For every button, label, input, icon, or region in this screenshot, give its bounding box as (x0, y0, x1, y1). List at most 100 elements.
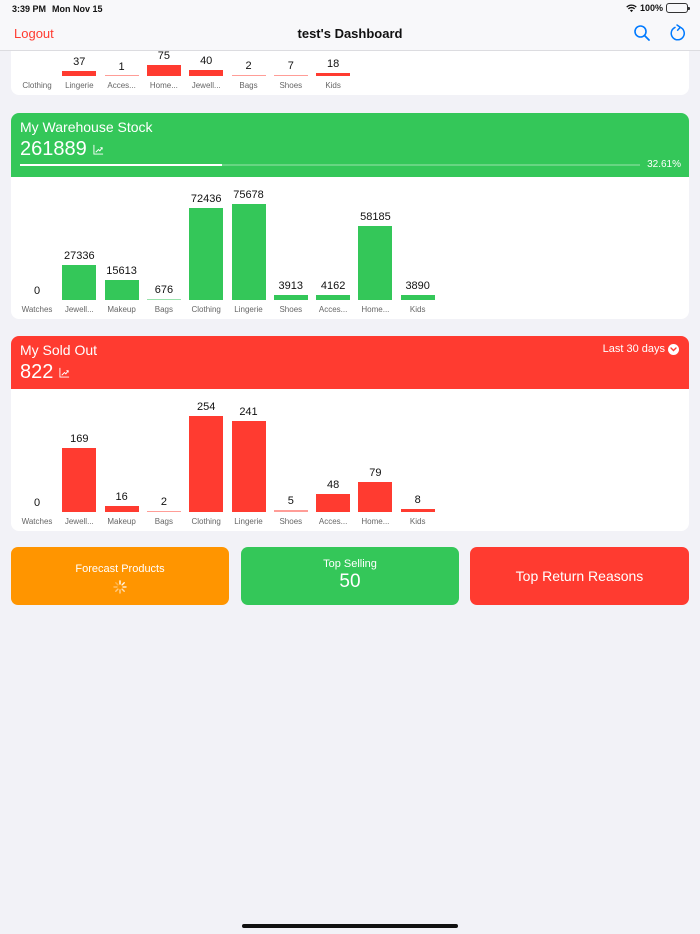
bar (273, 510, 308, 512)
chart-column: 5 Shoes (270, 389, 312, 531)
bar (189, 70, 224, 76)
bar-value: 0 (33, 497, 41, 509)
bar-label: Kids (325, 81, 341, 90)
bar (231, 75, 266, 76)
chart-column: 37 Lingerie (58, 30, 100, 95)
trend-chart-icon (93, 144, 103, 155)
bar-value: 241 (239, 405, 258, 418)
sold-out-title: My Sold Out (20, 342, 98, 358)
chart-column: 27336 Jewell... (58, 177, 100, 319)
bar-label: Shoes (279, 305, 303, 314)
bar (104, 505, 139, 512)
chart-column: 18 Kids (312, 30, 354, 95)
bar-value: 27336 (64, 250, 95, 263)
bar-value: 79 (369, 467, 382, 480)
bar-value: 2 (160, 496, 167, 509)
refresh-icon[interactable] (669, 24, 687, 42)
bar-label: Bags (154, 517, 173, 526)
bar-value: 3913 (278, 280, 304, 293)
bar-value: 8 (414, 493, 421, 506)
bar-label: Makeup (107, 517, 136, 526)
battery-percent: 100% (639, 3, 663, 13)
bar (104, 280, 139, 300)
bar-value: 1 (118, 61, 125, 73)
bar-value: 75678 (233, 189, 264, 201)
top-selling-label: Top Selling (323, 558, 377, 570)
battery-icon (666, 3, 690, 13)
bar (316, 294, 351, 300)
bar-value: 58185 (360, 211, 391, 224)
warehouse-total: 261889 (20, 138, 104, 161)
warehouse-stock-card[interactable]: My Warehouse Stock 261889 32.61% 0 Watche… (11, 113, 689, 319)
bar-label: Shoes (279, 81, 303, 90)
bar (146, 299, 181, 300)
bar (358, 482, 393, 512)
warehouse-progress-percent: 32.61% (647, 159, 681, 170)
search-icon[interactable] (633, 24, 651, 42)
trend-chart-icon (59, 367, 70, 378)
bar-label: Shoes (279, 517, 303, 526)
bar-value: 3890 (405, 280, 430, 293)
warehouse-bar-chart: 0 Watches 27336 Jewell... 15613 Makeup 676 Bags… (11, 177, 451, 319)
period-dropdown[interactable]: Last 30 days (603, 343, 679, 355)
warehouse-header: My Warehouse Stock 261889 32.61% (11, 113, 689, 177)
chart-column: 75 Home... (143, 30, 185, 95)
bar-label: Acces... (107, 81, 136, 90)
top-return-reasons-button[interactable]: Top Return Reasons (470, 547, 689, 605)
bar-value: 16 (115, 490, 128, 503)
chart-column: 48 Acces... (312, 389, 354, 531)
top-bar-chart: Clothing 37 Lingerie 1 Acces... 75 Home... 40 Je… (11, 30, 451, 95)
chart-column: 241 Lingerie (228, 389, 270, 531)
bar-value: 72436 (190, 193, 222, 206)
bar-label: Jewell... (64, 305, 94, 314)
chart-column: 4162 Acces... (312, 177, 354, 319)
bar (273, 75, 308, 76)
chart-column: 3890 Kids (397, 177, 439, 319)
bar (62, 265, 97, 300)
bar (62, 71, 97, 76)
bar-label: Kids (409, 517, 426, 526)
forecast-products-button[interactable]: Forecast Products (11, 547, 229, 605)
chart-column: 676 Bags (143, 177, 185, 319)
bar-value: 75 (157, 50, 171, 62)
sold-out-total-value: 822 (20, 361, 54, 383)
bar-value: 0 (33, 285, 41, 297)
chart-column: 0 Watches (16, 177, 58, 319)
bar (146, 65, 181, 76)
bar-label: Lingerie (234, 305, 263, 314)
bar (231, 204, 266, 300)
home-indicator (242, 924, 458, 928)
sold-out-card[interactable]: My Sold Out 822 Last 30 days 0 Watches 169… (11, 336, 689, 531)
chart-column: 169 Jewell... (58, 389, 100, 531)
bar-value: 37 (73, 56, 86, 68)
bar (358, 226, 393, 300)
bar-label: Jewell... (191, 81, 221, 90)
chart-column: 3913 Shoes (270, 177, 312, 319)
bar (316, 73, 351, 76)
bar-label: Makeup (107, 305, 136, 314)
bar-value: 2 (245, 60, 252, 72)
top-selling-button[interactable]: Top Selling 50 (241, 547, 459, 605)
chart-column: 1 Acces... (101, 30, 143, 95)
status-right: 100% (626, 3, 690, 13)
chart-column: 79 Home... (354, 389, 396, 531)
bar-label: Clothing (191, 517, 221, 526)
top-return-label: Top Return Reasons (515, 568, 644, 584)
chart-column: 7 Shoes (270, 30, 312, 95)
bar-value: 48 (326, 478, 340, 491)
chevron-down-icon (668, 343, 679, 355)
bar (231, 420, 266, 512)
bar-value: 254 (197, 401, 216, 413)
bar-value: 4162 (320, 279, 346, 292)
navigation-bar: Logout test's Dashboard (0, 0, 700, 51)
bar-value: 40 (200, 55, 213, 67)
bar-label: Home... (149, 81, 178, 90)
bar-value: 676 (154, 284, 174, 297)
bar-label: Acces... (318, 305, 348, 314)
chart-column: 75678 Lingerie (228, 177, 270, 319)
bar-label: Kids (409, 305, 426, 314)
loading-spinner-icon (113, 580, 127, 594)
logout-button[interactable]: Logout (14, 26, 54, 41)
bar-value: 7 (287, 60, 294, 72)
chart-column: 72436 Clothing (185, 177, 227, 319)
